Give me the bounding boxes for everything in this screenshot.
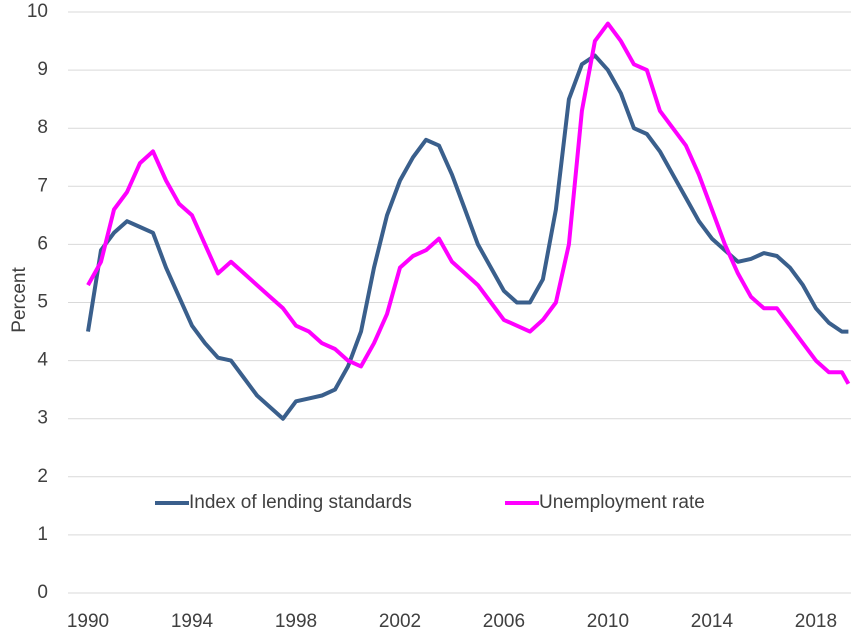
y-axis-label: Percent [9, 267, 30, 333]
y-tick-label: 3 [37, 408, 48, 429]
y-tick-label: 9 [37, 59, 48, 80]
series-line [86, 21, 851, 385]
legend-label: Index of lending standards [189, 492, 412, 513]
x-tick-label: 1998 [275, 611, 317, 632]
y-tick-label: 7 [37, 175, 48, 196]
x-tick-label: 1990 [67, 611, 109, 632]
y-tick-label: 0 [37, 582, 48, 603]
x-tick-label: 2006 [483, 611, 525, 632]
x-tick-label: 2018 [795, 611, 837, 632]
y-tick-label: 5 [37, 292, 48, 313]
y-tick-label: 2 [37, 466, 48, 487]
y-tick-label: 8 [37, 117, 48, 138]
y-tick-label: 6 [37, 233, 48, 254]
y-tick-label: 1 [37, 524, 48, 545]
x-tick-label: 1994 [171, 611, 214, 632]
x-tick-label: 2002 [379, 611, 421, 632]
x-tick-label: 2010 [587, 611, 629, 632]
legend-label: Unemployment rate [539, 492, 705, 513]
y-tick-label: 4 [37, 350, 48, 371]
y-tick-label: 10 [27, 1, 48, 22]
x-tick-label: 2014 [691, 611, 734, 632]
